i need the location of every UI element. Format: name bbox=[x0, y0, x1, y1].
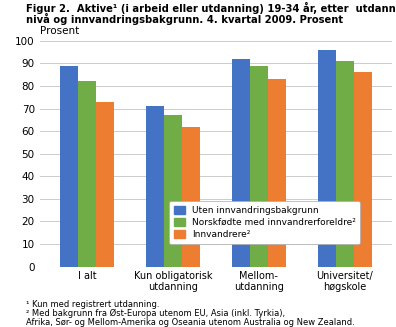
Text: Figur 2.  Aktive¹ (i arbeid eller utdanning) 19-34 år, etter  utdannings-: Figur 2. Aktive¹ (i arbeid eller utdanni… bbox=[26, 2, 396, 14]
Bar bbox=[164, 115, 182, 267]
Text: ¹ Kun med registrert utdanning.: ¹ Kun med registrert utdanning. bbox=[26, 300, 159, 309]
Bar bbox=[336, 61, 354, 267]
Text: nivå og innvandringsbakgrunn. 4. kvartal 2009. Prosent: nivå og innvandringsbakgrunn. 4. kvartal… bbox=[26, 12, 343, 25]
Bar bbox=[268, 79, 286, 267]
Bar bbox=[146, 106, 164, 267]
Bar bbox=[78, 81, 96, 267]
Legend: Uten innvandringsbakgrunn, Norskfødte med innvandrerforeldre², Innvandrere²: Uten innvandringsbakgrunn, Norskfødte me… bbox=[169, 201, 360, 244]
Bar bbox=[232, 59, 250, 267]
Bar bbox=[250, 66, 268, 267]
Bar bbox=[182, 127, 200, 267]
Bar bbox=[60, 66, 78, 267]
Text: ² Med bakgrunn fra Øst-Europa utenom EU, Asia (inkl. Tyrkia),: ² Med bakgrunn fra Øst-Europa utenom EU,… bbox=[26, 309, 285, 318]
Bar bbox=[354, 73, 372, 267]
Bar bbox=[318, 50, 336, 267]
Text: Afrika, Sør- og Mellom-Amerika og Oseania utenom Australia og New Zealand.: Afrika, Sør- og Mellom-Amerika og Oseani… bbox=[26, 318, 354, 327]
Text: Prosent: Prosent bbox=[40, 26, 80, 36]
Bar bbox=[96, 102, 114, 267]
